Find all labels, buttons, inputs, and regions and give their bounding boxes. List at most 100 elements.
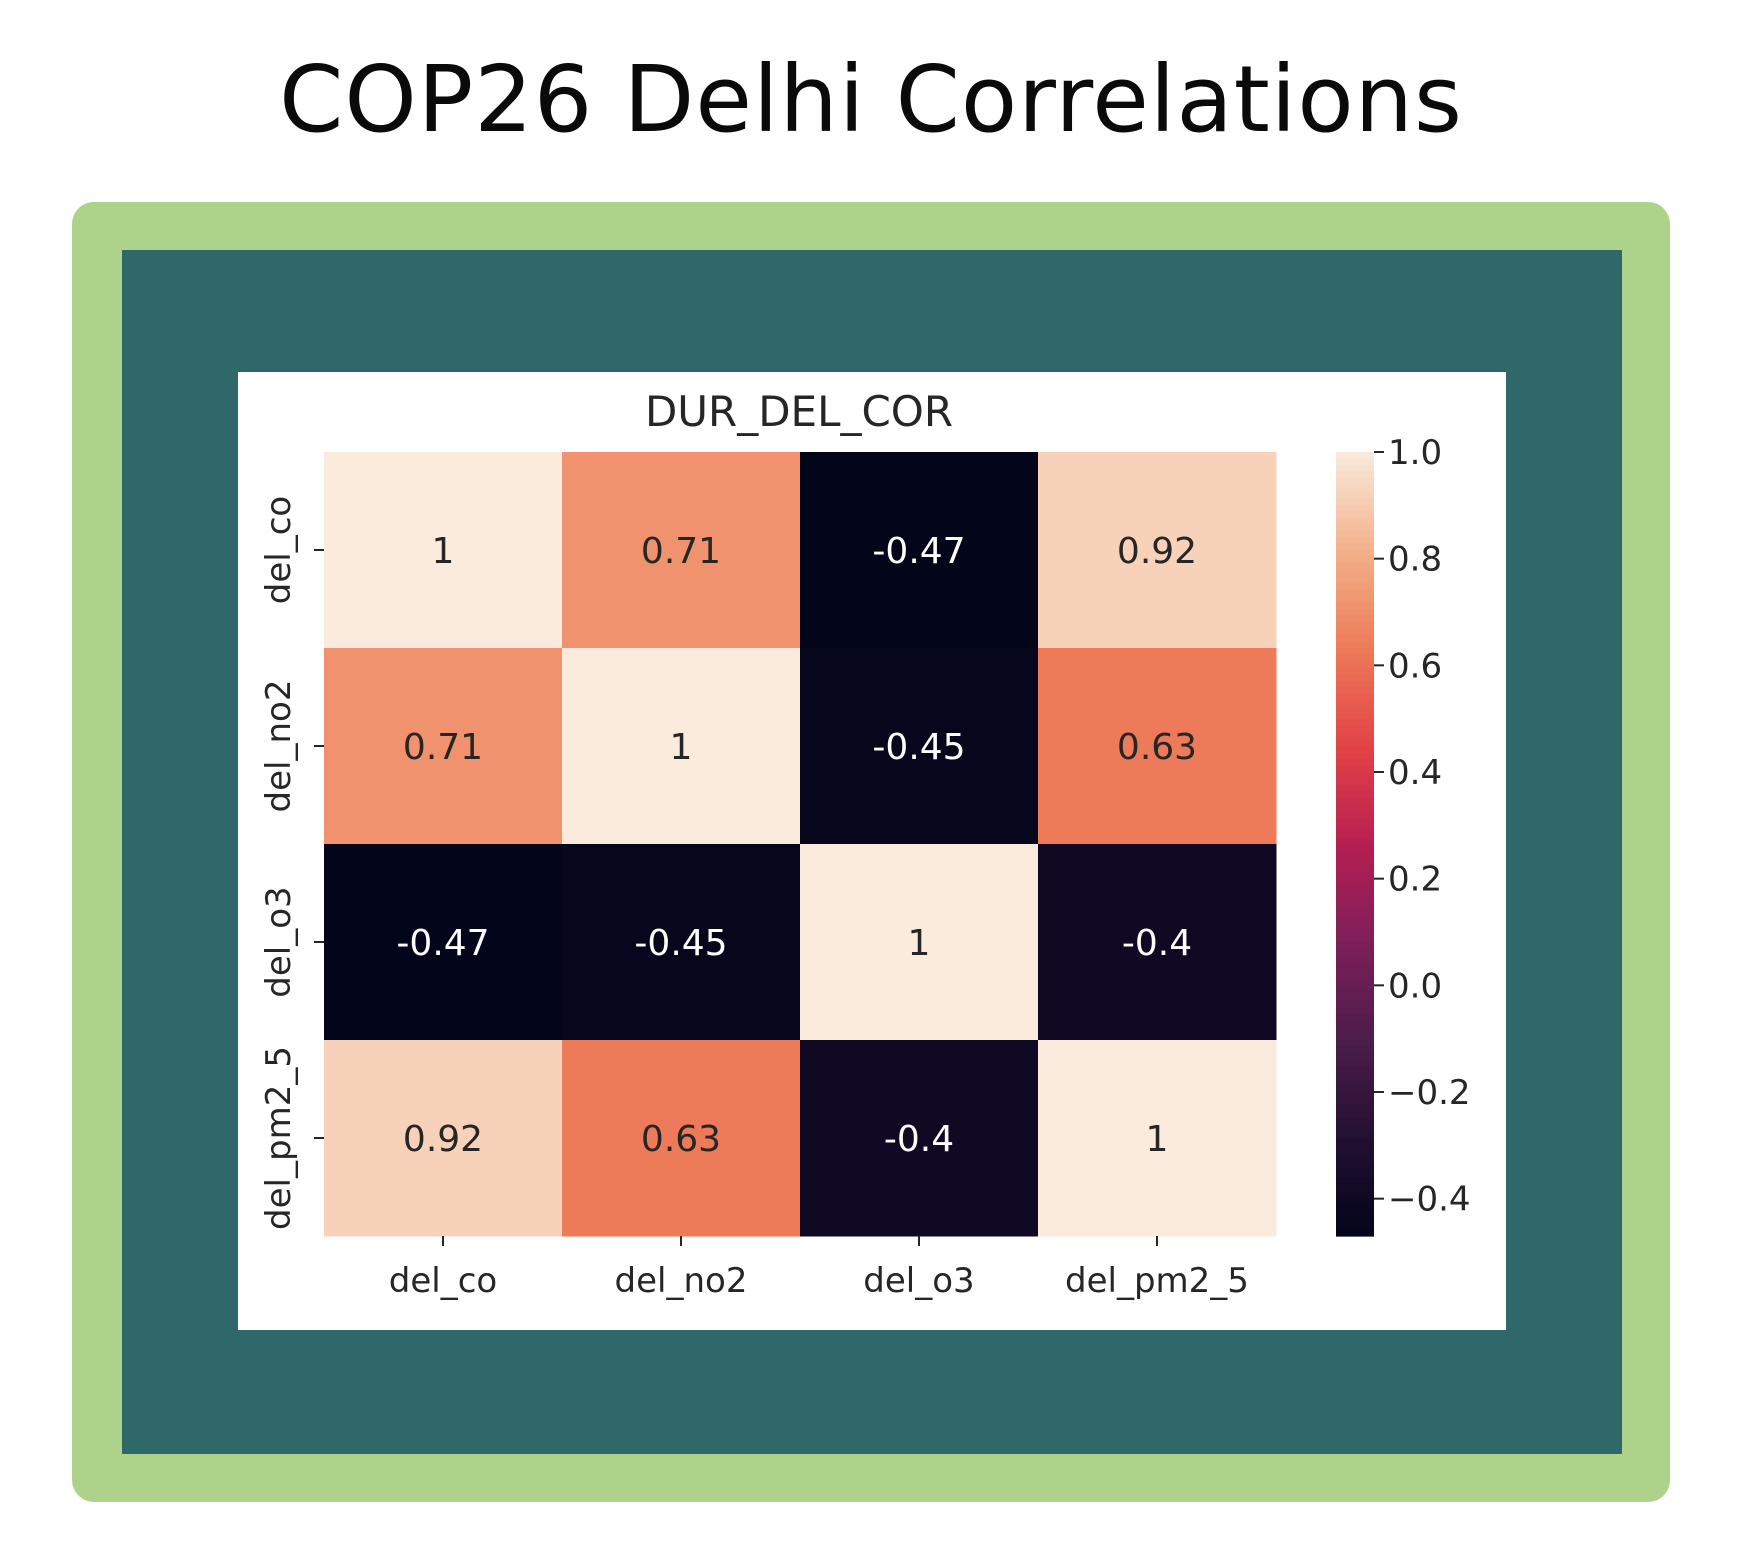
colorbar-segment bbox=[1336, 994, 1374, 1002]
colorbar-segment bbox=[1336, 608, 1374, 616]
colorbar: 1.0 0.8 0.6 0.4 0.2 0.0 −0.2 −0.4 bbox=[1336, 433, 1471, 1237]
colorbar-segment bbox=[1336, 1007, 1374, 1015]
colorbar-segment bbox=[1336, 1144, 1374, 1152]
colorbar-segment bbox=[1336, 870, 1374, 878]
colorbar-segment bbox=[1336, 1013, 1374, 1021]
colorbar-segment bbox=[1336, 530, 1374, 538]
colorbar-segment bbox=[1336, 1000, 1374, 1008]
colorbar-segment bbox=[1336, 804, 1374, 812]
heatmap-cell bbox=[800, 844, 1039, 1041]
y-tick-label: del_pm2_5 bbox=[259, 1046, 299, 1230]
x-tick-label: del_no2 bbox=[615, 1261, 748, 1301]
colorbar-segment bbox=[1336, 1085, 1374, 1093]
colorbar-segment bbox=[1336, 621, 1374, 629]
colorbar-segment bbox=[1336, 1170, 1374, 1178]
chart-card: DUR_DEL_COR 1 0.71 -0.47 0.92 0.71 1 -0.45 0.63… bbox=[238, 372, 1506, 1330]
colorbar-segment bbox=[1336, 791, 1374, 799]
colorbar-segment bbox=[1336, 719, 1374, 727]
y-axis: del_co del_no2 del_o3 del_pm2_5 bbox=[259, 496, 324, 1230]
colorbar-segment bbox=[1336, 628, 1374, 636]
colorbar-segment bbox=[1336, 850, 1374, 858]
colorbar-segment bbox=[1336, 452, 1374, 460]
colorbar-segment bbox=[1336, 942, 1374, 950]
heatmap-cell bbox=[562, 452, 801, 649]
colorbar-segment bbox=[1336, 504, 1374, 512]
x-tick-label: del_co bbox=[389, 1261, 497, 1301]
heatmap-cell bbox=[324, 844, 563, 1041]
colorbar-segment bbox=[1336, 543, 1374, 551]
colorbar-tick-label: −0.4 bbox=[1388, 1180, 1471, 1220]
colorbar-segment bbox=[1336, 1118, 1374, 1126]
colorbar-segment bbox=[1336, 857, 1374, 865]
colorbar-segment bbox=[1336, 922, 1374, 930]
colorbar-segment bbox=[1336, 1203, 1374, 1211]
colorbar-segment bbox=[1336, 968, 1374, 976]
colorbar-segment bbox=[1336, 915, 1374, 923]
colorbar-segment bbox=[1336, 1138, 1374, 1146]
colorbar-tick-label: 0.2 bbox=[1388, 860, 1442, 900]
cell-annotation: 1 bbox=[908, 923, 931, 964]
x-axis: del_co del_no2 del_o3 del_pm2_5 bbox=[389, 1236, 1249, 1301]
cell-annotation: 0.71 bbox=[641, 531, 721, 572]
colorbar-segment bbox=[1336, 1151, 1374, 1159]
inner-panel: DUR_DEL_COR 1 0.71 -0.47 0.92 0.71 1 -0.45 0.63… bbox=[122, 250, 1622, 1454]
heatmap-cell bbox=[324, 1040, 563, 1237]
colorbar-segment bbox=[1336, 1183, 1374, 1191]
heatmap-cell bbox=[562, 1040, 801, 1237]
colorbar-segment bbox=[1336, 1059, 1374, 1067]
colorbar-segment bbox=[1336, 928, 1374, 937]
x-tick-label: del_o3 bbox=[863, 1261, 974, 1301]
colorbar-segment bbox=[1336, 1177, 1374, 1185]
colorbar-segment bbox=[1336, 687, 1374, 695]
colorbar-segment bbox=[1336, 1020, 1374, 1028]
cell-annotation: 0.92 bbox=[403, 1119, 483, 1160]
cell-annotation: -0.4 bbox=[884, 1119, 954, 1160]
colorbar-segment bbox=[1336, 935, 1374, 943]
colorbar-segment bbox=[1336, 484, 1374, 492]
colorbar-segment bbox=[1336, 1222, 1374, 1231]
y-tick-label: del_no2 bbox=[259, 680, 299, 813]
colorbar-segment bbox=[1336, 1111, 1374, 1119]
colorbar-segment bbox=[1336, 1196, 1374, 1204]
colorbar-segment bbox=[1336, 556, 1374, 564]
cell-annotation: 1 bbox=[432, 531, 455, 572]
colorbar-tick-label: 0.4 bbox=[1388, 753, 1442, 793]
colorbar-segment bbox=[1336, 550, 1374, 558]
colorbar-segment bbox=[1336, 876, 1374, 884]
colorbar-segment bbox=[1336, 1072, 1374, 1080]
colorbar-segment bbox=[1336, 700, 1374, 708]
colorbar-segment bbox=[1336, 902, 1374, 910]
colorbar-tick-label: −0.2 bbox=[1388, 1073, 1471, 1113]
colorbar-segment bbox=[1336, 896, 1374, 904]
colorbar-segment bbox=[1336, 674, 1374, 682]
colorbar-segment bbox=[1336, 1066, 1374, 1074]
colorbar-segment bbox=[1336, 458, 1374, 466]
colorbar-segment bbox=[1336, 536, 1374, 545]
colorbar-segment bbox=[1336, 667, 1374, 675]
colorbar-segment bbox=[1336, 981, 1374, 989]
heatmap-cell bbox=[1038, 844, 1277, 1041]
cell-annotation: 0.63 bbox=[641, 1119, 721, 1160]
colorbar-segment bbox=[1336, 563, 1374, 571]
colorbar-segment bbox=[1336, 491, 1374, 499]
colorbar-segment bbox=[1336, 824, 1374, 832]
colorbar-segment bbox=[1336, 1157, 1374, 1165]
colorbar-segment bbox=[1336, 844, 1374, 852]
colorbar-segment bbox=[1336, 1098, 1374, 1106]
heatmap-cell bbox=[1038, 648, 1277, 845]
colorbar-segment bbox=[1336, 732, 1374, 741]
colorbar-segment bbox=[1336, 746, 1374, 754]
colorbar-segment bbox=[1336, 785, 1374, 793]
colorbar-segment bbox=[1336, 713, 1374, 721]
colorbar-segment bbox=[1336, 693, 1374, 701]
x-tick-label: del_pm2_5 bbox=[1065, 1261, 1249, 1301]
colorbar-segment bbox=[1336, 765, 1374, 773]
colorbar-segment bbox=[1336, 654, 1374, 662]
colorbar-segment bbox=[1336, 863, 1374, 871]
colorbar-segment bbox=[1336, 1040, 1374, 1048]
cell-annotation: -0.47 bbox=[396, 923, 489, 964]
cell-annotation: -0.45 bbox=[872, 727, 965, 768]
colorbar-segment bbox=[1336, 465, 1374, 473]
colorbar-segment bbox=[1336, 661, 1374, 669]
heatmap-cell bbox=[562, 844, 801, 1041]
